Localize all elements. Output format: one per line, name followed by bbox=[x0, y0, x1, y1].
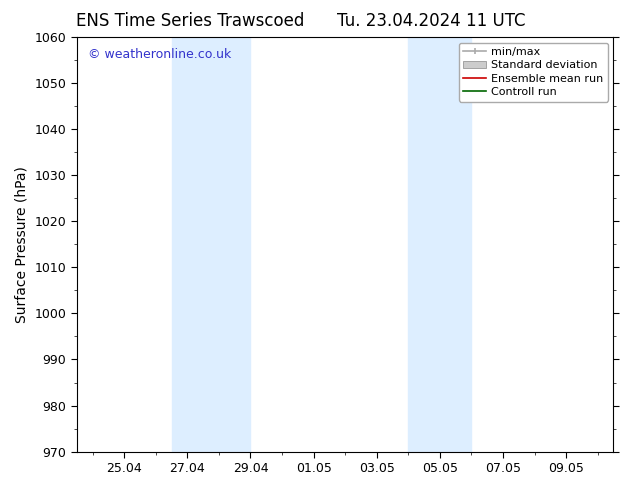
Text: ENS Time Series Trawscoed: ENS Time Series Trawscoed bbox=[76, 12, 304, 30]
Legend: min/max, Standard deviation, Ensemble mean run, Controll run: min/max, Standard deviation, Ensemble me… bbox=[459, 43, 608, 101]
Y-axis label: Surface Pressure (hPa): Surface Pressure (hPa) bbox=[15, 166, 29, 323]
Text: © weatheronline.co.uk: © weatheronline.co.uk bbox=[87, 48, 231, 60]
Bar bbox=[408, 37, 472, 452]
Bar bbox=[172, 37, 250, 452]
Text: Tu. 23.04.2024 11 UTC: Tu. 23.04.2024 11 UTC bbox=[337, 12, 526, 30]
